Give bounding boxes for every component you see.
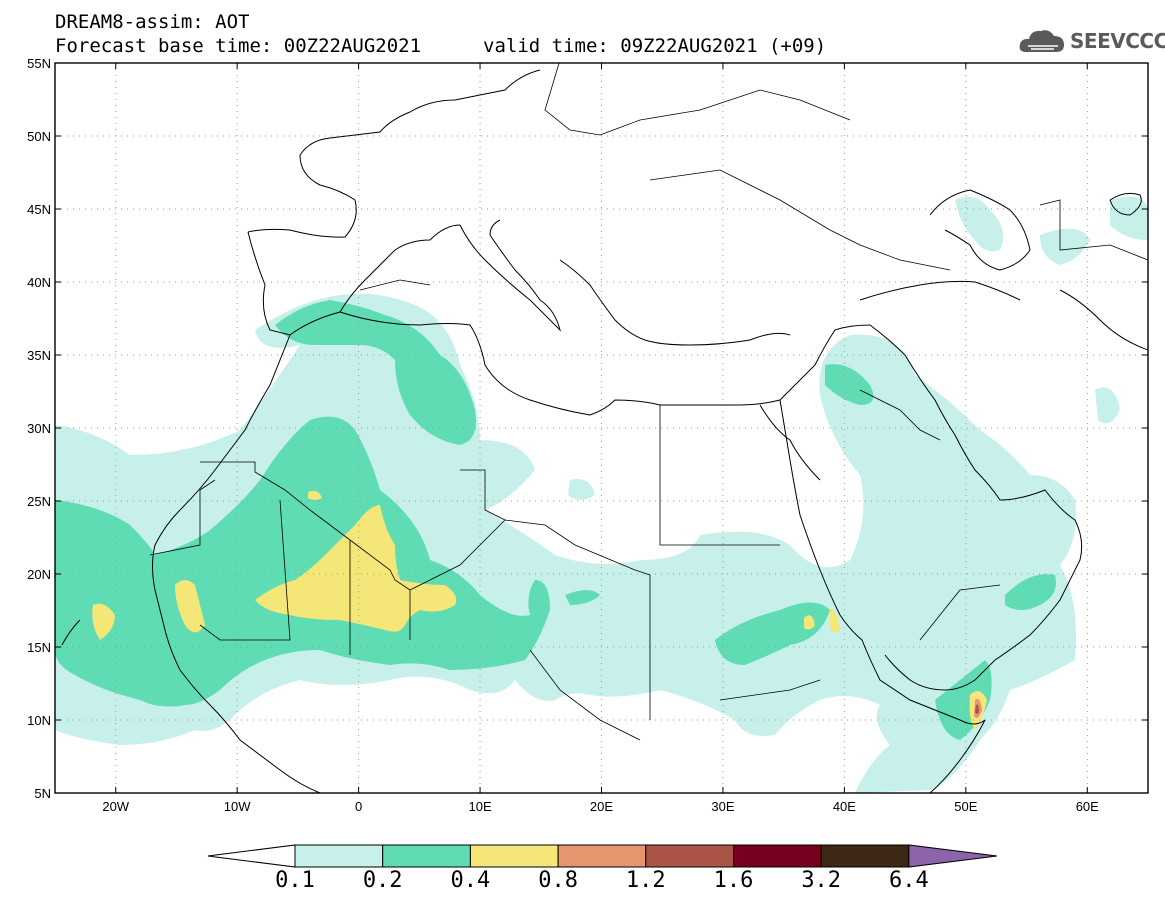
colorbar-label: 1.6: [713, 868, 754, 893]
axis-ticks: [55, 62, 1148, 794]
coastlines: [61, 69, 1148, 793]
lon-label: 10W: [224, 799, 251, 814]
lat-label: 10N: [27, 713, 51, 728]
colorbar-segment: [382, 844, 471, 868]
colorbar-label: 0.2: [362, 868, 403, 893]
lat-label: 5N: [34, 786, 51, 801]
aot-level-2: [55, 300, 1056, 740]
aot-field: [55, 196, 1148, 793]
aot-level-3: [92, 490, 987, 730]
brand-logo: SEEVCCC: [1018, 24, 1165, 58]
colorbar-segment: [294, 844, 384, 868]
lon-label: 10E: [468, 799, 491, 814]
brand-name: SEEVCCC: [1070, 29, 1165, 53]
latitude-labels: 5N 10N 15N 20N 25N 30N 35N 40N 45N 50N 55N: [27, 56, 51, 801]
lat-label: 20N: [27, 567, 51, 582]
colorbar-label: 3.2: [801, 868, 842, 893]
lat-label: 25N: [27, 494, 51, 509]
colorbar-segment: [645, 844, 734, 868]
cloud-logo-icon: [1019, 30, 1064, 52]
lon-label: 60E: [1076, 799, 1099, 814]
lat-label: 15N: [27, 640, 51, 655]
colorbar-label: 1.2: [625, 868, 666, 893]
aot-level-4: [974, 698, 982, 718]
colorbar-low-arrow: [207, 844, 296, 868]
grid-lines: [55, 63, 1148, 793]
colorbar-high-arrow: [908, 844, 997, 868]
aot-level-1: [55, 196, 1148, 793]
lon-label: 50E: [954, 799, 977, 814]
lat-label: 45N: [27, 202, 51, 217]
map-title: DREAM8-assim: AOT: [55, 11, 250, 33]
colorbar-label: 0.8: [538, 868, 578, 893]
lon-label: 20W: [102, 799, 129, 814]
colorbar: [207, 844, 997, 868]
lat-label: 30N: [27, 421, 51, 436]
colorbar-segment: [820, 844, 910, 868]
lon-label: 20E: [590, 799, 613, 814]
colorbar-label: 0.4: [450, 868, 491, 893]
forecast-base-time: Forecast base time: 00Z22AUG2021: [55, 35, 422, 57]
colorbar-label: 6.4: [889, 868, 929, 893]
colorbar-label: 0.1: [275, 868, 315, 893]
lon-label: 40E: [833, 799, 856, 814]
valid-time: valid time: 09Z22AUG2021 (+09): [483, 35, 827, 57]
country-borders: [149, 63, 1148, 741]
lat-label: 40N: [27, 275, 51, 290]
colorbar-segment: [733, 844, 822, 868]
lon-label: 0: [355, 799, 362, 814]
lat-label: 35N: [27, 348, 51, 363]
lat-label: 55N: [27, 56, 51, 71]
lat-label: 50N: [27, 129, 51, 144]
longitude-labels: 20W 10W 0 10E 20E 30E 40E 50E 60E: [102, 799, 1099, 814]
colorbar-segment: [469, 844, 559, 868]
lon-label: 30E: [711, 799, 734, 814]
colorbar-segment: [557, 844, 647, 868]
